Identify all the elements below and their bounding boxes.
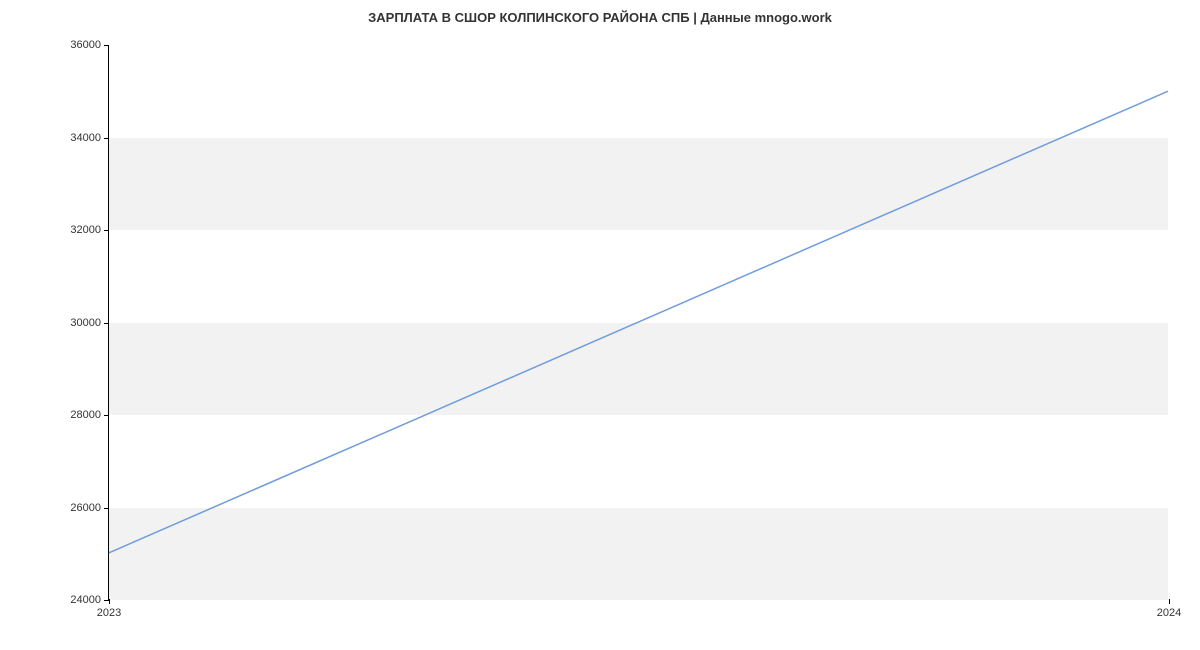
chart-container: 2400026000280003000032000340003600020232… xyxy=(108,45,1168,600)
y-tick-label: 34000 xyxy=(70,132,101,144)
y-tick-label: 32000 xyxy=(70,224,101,236)
y-tick-mark xyxy=(104,45,109,46)
y-tick-label: 30000 xyxy=(70,317,101,329)
y-tick-mark xyxy=(104,230,109,231)
x-tick-label: 2023 xyxy=(97,607,121,619)
x-tick-mark xyxy=(1169,599,1170,604)
chart-title: ЗАРПЛАТА В СШОР КОЛПИНСКОГО РАЙОНА СПБ |… xyxy=(0,10,1200,25)
y-tick-label: 36000 xyxy=(70,39,101,51)
y-tick-label: 26000 xyxy=(70,502,101,514)
y-tick-label: 28000 xyxy=(70,409,101,421)
line-layer xyxy=(109,45,1168,599)
series-line xyxy=(109,91,1168,553)
plot-area: 2400026000280003000032000340003600020232… xyxy=(108,45,1168,600)
y-tick-label: 24000 xyxy=(70,594,101,606)
x-tick-label: 2024 xyxy=(1157,607,1181,619)
y-tick-mark xyxy=(104,415,109,416)
x-tick-mark xyxy=(109,599,110,604)
y-tick-mark xyxy=(104,323,109,324)
y-tick-mark xyxy=(104,508,109,509)
y-tick-mark xyxy=(104,138,109,139)
